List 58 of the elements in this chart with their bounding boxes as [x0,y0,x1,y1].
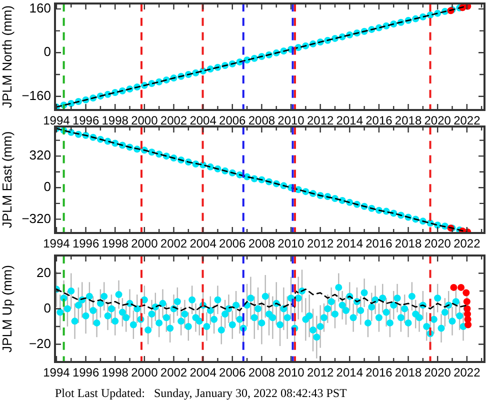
x-tick-label: 2022 [454,236,481,251]
x-tick-label: 1994 [43,114,70,128]
x-tick-label: 2018 [394,114,422,128]
y-axis-title: JPLM North (mm) [0,5,14,108]
x-tick-label: 2014 [336,236,364,251]
x-tick-label: 1994 [43,236,70,251]
y-tick-label: 160 [29,0,51,16]
x-tick-label: 2020 [424,236,452,251]
x-tick-label: 2010 [278,236,305,251]
x-tick-label: 2002 [160,366,188,380]
y-axis-title: JPLM East (mm) [0,131,14,228]
x-tick-label: 2012 [306,114,334,128]
x-tick-label: 2022 [454,366,481,380]
x-tick-label: 2000 [131,114,158,128]
x-tick-label: 2008 [248,114,276,128]
x-tick-label: 2018 [394,236,422,251]
x-tick-label: 2016 [366,366,393,380]
x-tick-label: 2010 [278,366,305,380]
x-tick-label: 2004 [190,236,217,251]
y-tick-label: 0 [44,300,51,316]
x-tick-label: 1998 [102,114,129,128]
y-tick-label: −160 [22,88,51,103]
x-tick-label: 2018 [394,366,422,380]
x-tick-label: 2000 [131,366,158,380]
x-tick-label: 2006 [219,366,246,380]
x-tick-label: 2020 [424,114,452,128]
x-tick-label: 2000 [131,236,158,251]
x-tick-label: 1996 [72,366,100,380]
x-tick-label: 2020 [424,366,452,380]
x-tick-label: 2006 [219,236,246,251]
y-tick-label: 0 [44,179,51,194]
x-tick-label: 2002 [160,114,188,128]
x-tick-label: 2016 [366,114,393,128]
x-tick-label: 2008 [248,366,276,380]
x-tick-label: 2006 [219,114,246,128]
y-tick-label: −20 [28,336,51,351]
y-axis-title: JPLM Up (mm) [0,265,14,352]
x-tick-label: 1998 [102,236,129,251]
x-tick-label: 2016 [366,236,393,251]
x-tick-label: 1994 [43,366,70,380]
x-tick-label: 2004 [190,114,217,128]
x-tick-label: 2010 [278,114,305,128]
x-tick-label: 2004 [190,366,217,380]
y-tick-label: 320 [29,148,51,163]
x-tick-label: 1998 [102,366,129,380]
y-tick-label: 0 [44,44,51,60]
x-tick-label: 2014 [336,114,364,128]
x-tick-label: 2012 [306,236,334,251]
y-tick-label: 20 [36,264,51,280]
y-tick-label: −320 [22,210,51,226]
x-tick-label: 2002 [160,236,188,251]
x-tick-label: 2022 [454,114,481,128]
x-tick-label: 1996 [72,114,100,128]
x-tick-label: 1996 [72,236,100,251]
text: Plot Last Updated: Sunday, January 30, 2022 08:42:43 PST [55,386,347,400]
x-tick-label: 2012 [306,366,334,380]
x-tick-label: 2008 [248,236,276,251]
x-tick-label: 2014 [336,366,364,380]
